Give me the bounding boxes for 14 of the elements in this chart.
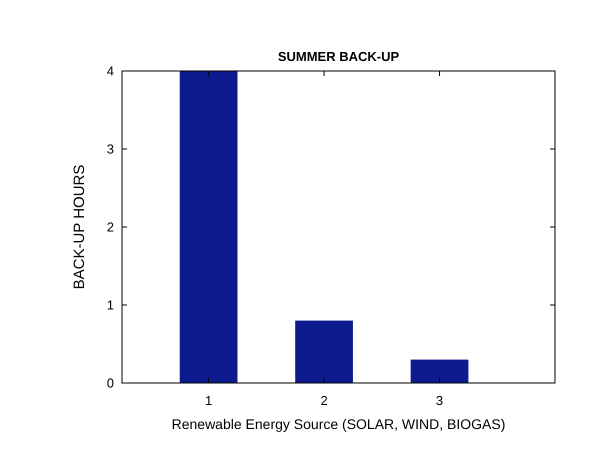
x-axis-title: Renewable Energy Source (SOLAR, WIND, BIOGAS) xyxy=(172,416,506,432)
y-tick-label: 3 xyxy=(106,142,114,157)
bar xyxy=(295,320,353,383)
x-tick-label: 3 xyxy=(436,393,444,408)
bar xyxy=(410,360,468,383)
y-tick-label: 4 xyxy=(106,64,114,79)
bar xyxy=(180,71,238,383)
y-tick-label: 1 xyxy=(106,298,114,313)
x-tick-label: 2 xyxy=(320,393,328,408)
y-tick-label: 0 xyxy=(106,376,114,391)
y-axis-title: BACK-UP HOURS xyxy=(71,164,88,290)
x-tick-label: 1 xyxy=(204,393,212,408)
y-tick-label: 2 xyxy=(106,220,114,235)
chart-title: SUMMER BACK-UP xyxy=(278,49,400,64)
